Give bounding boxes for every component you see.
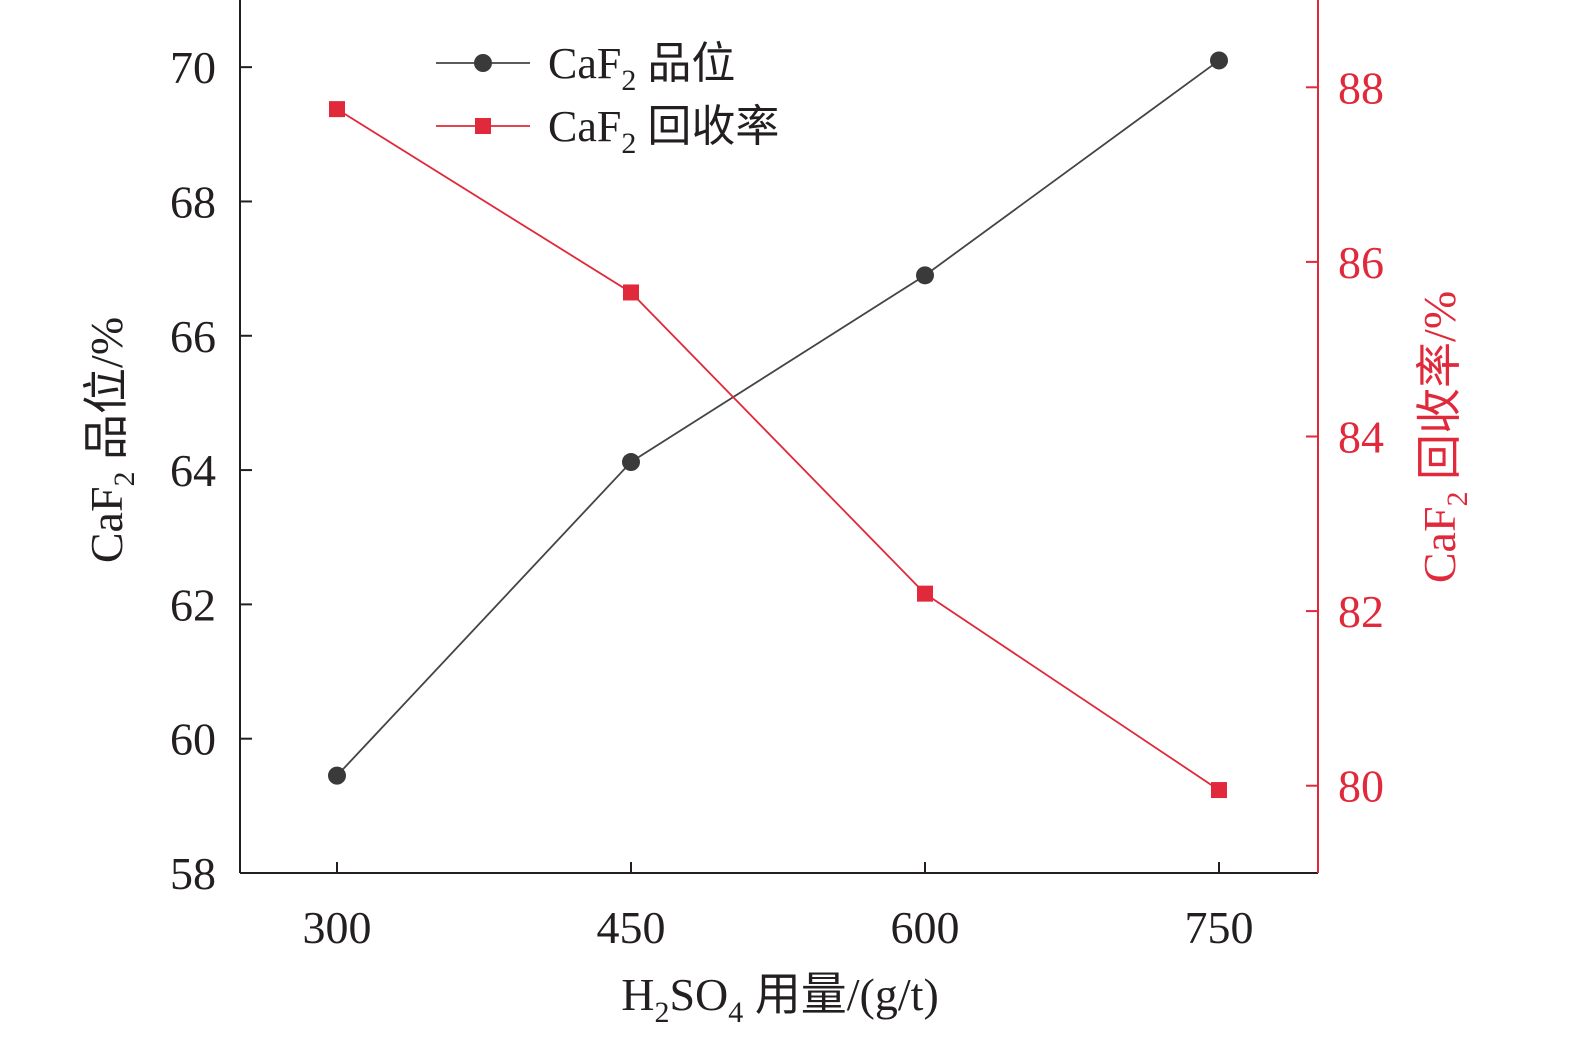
y-right-tick-label: 84 bbox=[1338, 412, 1384, 463]
data-point-recovery bbox=[1211, 782, 1227, 799]
y-right-tick-label: 80 bbox=[1338, 761, 1384, 812]
y-right-axis-title-group: CaF2 回收率/% bbox=[1414, 291, 1474, 583]
data-point-grade bbox=[328, 766, 346, 785]
x-tick-label: 600 bbox=[891, 902, 960, 953]
x-tick-label: 450 bbox=[597, 902, 666, 953]
y-left-tick-label: 68 bbox=[170, 176, 216, 227]
legend-label-1: CaF2 品位 bbox=[548, 39, 735, 97]
data-point-recovery bbox=[329, 101, 345, 118]
axis-ticks: 300 450 600 750 58 60 62 64 66 68 70 80 82 84 86 88 bbox=[170, 42, 1384, 953]
axis-titles: H2SO4 用量/(g/t) CaF2 品位/% CaF2 回收率/% bbox=[81, 291, 1474, 1029]
y-left-axis-title: CaF2 品位/% bbox=[81, 317, 141, 563]
x-tick-label: 300 bbox=[303, 902, 372, 953]
y-right-axis-title: CaF2 回收率/% bbox=[1414, 291, 1474, 583]
x-axis-title: H2SO4 用量/(g/t) bbox=[621, 969, 939, 1029]
data-point-grade bbox=[1210, 51, 1228, 70]
legend-marker-grade bbox=[474, 54, 492, 72]
series-line-1 bbox=[336, 59, 1220, 777]
series-line-2 bbox=[336, 108, 1220, 791]
y-right-tick-label: 82 bbox=[1338, 586, 1384, 637]
y-left-tick-label: 66 bbox=[170, 311, 216, 362]
y-left-tick-label: 62 bbox=[170, 579, 216, 630]
y-left-tick-label: 64 bbox=[170, 445, 216, 496]
y-right-tick-label: 88 bbox=[1338, 62, 1384, 113]
y-left-tick-label: 60 bbox=[170, 714, 216, 765]
legend-label-2: CaF2 回收率 bbox=[548, 102, 779, 160]
y-left-tick-label: 58 bbox=[170, 848, 216, 899]
x-tick-label: 750 bbox=[1185, 902, 1254, 953]
data-point-recovery bbox=[917, 585, 933, 602]
data-point-grade bbox=[622, 453, 640, 472]
legend-marker-recovery bbox=[475, 118, 491, 134]
y-left-axis-title-group: CaF2 品位/% bbox=[81, 317, 141, 563]
y-right-tick-label: 86 bbox=[1338, 237, 1384, 288]
y-left-tick-label: 70 bbox=[170, 42, 216, 93]
data-point-recovery bbox=[623, 284, 639, 301]
series-group bbox=[328, 51, 1228, 799]
data-point-grade bbox=[916, 266, 934, 285]
